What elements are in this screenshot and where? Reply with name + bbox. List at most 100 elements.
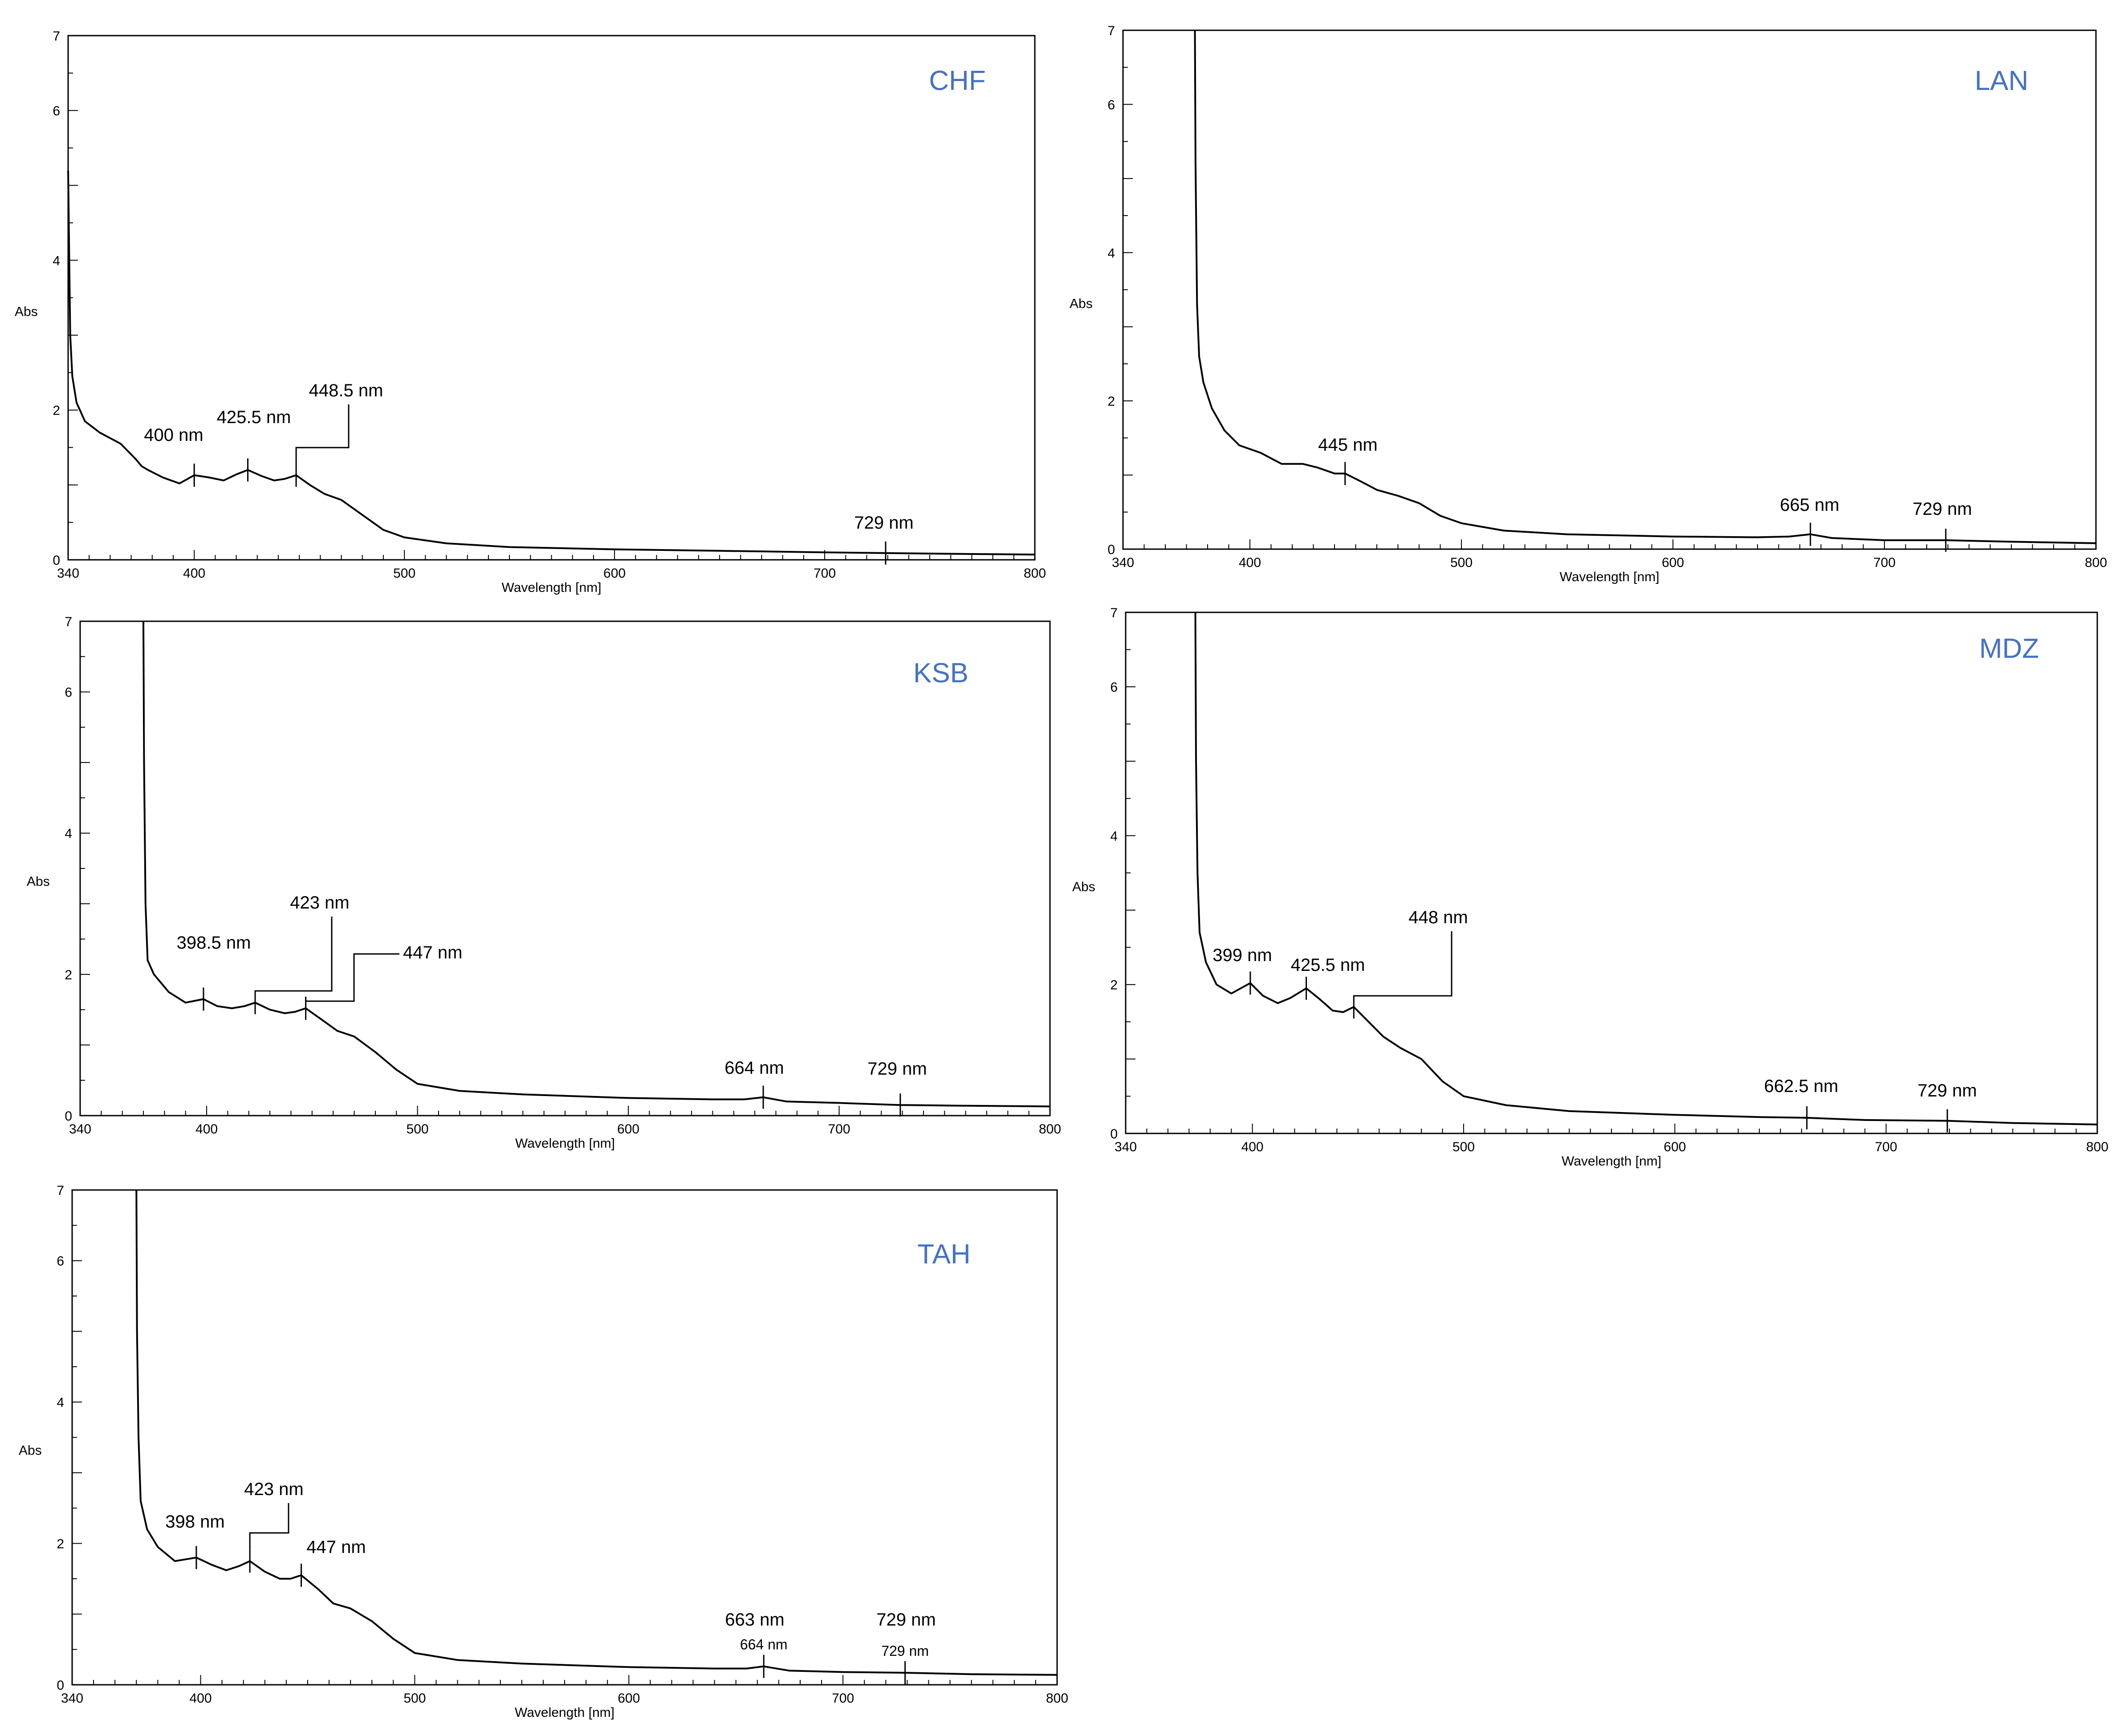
peak-label-secondary: 729 nm (881, 1643, 929, 1659)
x-tick-label: 340 (69, 1122, 91, 1137)
plot-frame (67, 35, 1036, 561)
y-axis-label: Abs (15, 305, 38, 319)
y-axis-label: Abs (27, 874, 50, 889)
y-tick-label: 4 (53, 253, 60, 268)
peak-label: 729 nm (1917, 1081, 1977, 1100)
panel-label: LAN (1975, 65, 2029, 96)
x-tick-label: 340 (1112, 555, 1134, 570)
peak-label: 729 nm (867, 1059, 927, 1079)
peak-label: 400 nm (144, 425, 203, 445)
x-tick-label: 500 (393, 566, 415, 581)
peak-leader-line (295, 404, 350, 464)
x-tick-label: 600 (1662, 555, 1684, 570)
peak-label: 398 nm (165, 1512, 224, 1532)
x-tick-label: 700 (814, 566, 836, 581)
y-tick-label: 6 (57, 1254, 64, 1269)
x-tick-label: 600 (618, 1691, 640, 1706)
x-tick-label: 800 (2085, 555, 2107, 570)
y-axis-label: Abs (19, 1443, 42, 1458)
x-tick-label: 600 (617, 1122, 639, 1137)
peak-label: 729 nm (876, 1610, 936, 1630)
peak-label: 662.5 nm (1764, 1076, 1839, 1096)
absorbance-curve (67, 170, 1035, 556)
peak-label-secondary: 664 nm (740, 1637, 788, 1653)
y-tick-label: 0 (1110, 1127, 1118, 1141)
x-tick-label: 340 (61, 1691, 83, 1706)
peak-label: 398.5 nm (177, 933, 251, 953)
y-tick-label: 0 (53, 553, 60, 568)
peak-leader-line (305, 953, 399, 1002)
peak-label: 445 nm (1318, 435, 1377, 455)
y-tick-label: 2 (57, 1537, 64, 1552)
y-tick-label: 6 (1107, 98, 1115, 112)
peak-label: 729 nm (854, 513, 913, 533)
y-tick-label: 6 (53, 104, 60, 118)
y-tick-label: 6 (1110, 680, 1118, 695)
peak-label: 425.5 nm (217, 408, 291, 427)
y-axis-label: Abs (1070, 296, 1093, 311)
plot-frame (1122, 29, 2097, 550)
peak-label: 447 nm (306, 1537, 366, 1557)
peak-label: 423 nm (290, 893, 349, 913)
peak-label: 448 nm (1408, 908, 1468, 927)
x-tick-label: 700 (1873, 555, 1896, 570)
y-tick-label: 2 (53, 403, 60, 418)
absorbance-curve (135, 1190, 1058, 1676)
x-axis-label: Wavelength [nm] (502, 580, 602, 595)
chart-panel-lan: 340 400 500 600 700 800 0 2 4 6 7 Wavelength [nm] Ab… (1070, 24, 2107, 584)
y-tick-label: 4 (1110, 829, 1118, 844)
x-axis-label: Wavelength [nm] (1560, 570, 1660, 584)
plot-frame (1125, 611, 2098, 1134)
x-tick-label: 700 (832, 1691, 854, 1706)
x-tick-label: 800 (2086, 1140, 2108, 1154)
plot-frame (79, 620, 1051, 1117)
panel-label: CHF (929, 65, 985, 96)
x-tick-label: 340 (57, 566, 79, 581)
peak-label: 665 nm (1780, 495, 1839, 515)
peak-label: 425.5 nm (1291, 955, 1365, 975)
panel-label: TAH (917, 1239, 970, 1270)
x-tick-label: 400 (183, 566, 205, 581)
x-tick-label: 700 (1875, 1140, 1897, 1154)
x-tick-label: 400 (195, 1122, 218, 1137)
y-tick-label: 7 (53, 29, 60, 44)
peak-label: 447 nm (403, 943, 462, 962)
chart-panel-ksb: 340 400 500 600 700 800 0 2 4 6 7 Wavelength [nm] Ab… (27, 615, 1061, 1151)
y-tick-label: 6 (65, 685, 72, 700)
peak-label: 664 nm (724, 1058, 784, 1078)
absorbance-curve (1194, 30, 2096, 544)
x-tick-label: 600 (603, 566, 626, 581)
y-tick-label: 7 (1110, 606, 1118, 620)
panel-label: KSB (913, 658, 968, 689)
y-axis-label: Abs (1072, 880, 1095, 894)
y-tick-label: 4 (65, 827, 72, 841)
x-tick-label: 800 (1046, 1691, 1068, 1706)
x-axis-label: Wavelength [nm] (1562, 1154, 1661, 1169)
panel-label: MDZ (1979, 633, 2039, 664)
x-tick-label: 400 (1239, 555, 1261, 570)
x-tick-label: 600 (1664, 1140, 1686, 1154)
chart-panel-chf: 340 400 500 600 700 800 0 2 4 6 7 Wavelength [nm] Ab… (15, 29, 1046, 595)
x-axis-label: Wavelength [nm] (515, 1136, 615, 1151)
y-tick-label: 7 (57, 1183, 64, 1198)
peak-leader-line (1353, 931, 1453, 997)
peak-label: 729 nm (1912, 499, 1972, 519)
y-tick-label: 2 (1110, 978, 1118, 993)
y-tick-label: 4 (57, 1395, 64, 1410)
y-tick-label: 7 (65, 615, 72, 629)
chart-panel-tah: 340 400 500 600 700 800 0 2 4 6 7 Wavelength [nm] Ab… (19, 1183, 1068, 1720)
peak-label: 663 nm (725, 1610, 784, 1630)
peak-label: 423 nm (244, 1479, 303, 1499)
x-tick-label: 500 (403, 1691, 426, 1706)
y-tick-label: 2 (65, 968, 72, 982)
y-tick-label: 2 (1107, 394, 1115, 409)
y-tick-label: 0 (1107, 542, 1115, 557)
x-tick-label: 400 (1241, 1140, 1264, 1154)
y-tick-label: 0 (57, 1678, 64, 1693)
y-tick-label: 4 (1107, 246, 1115, 261)
x-axis-label: Wavelength [nm] (515, 1705, 614, 1720)
x-tick-label: 500 (1450, 555, 1473, 570)
absorbance-curve (1194, 612, 2098, 1125)
